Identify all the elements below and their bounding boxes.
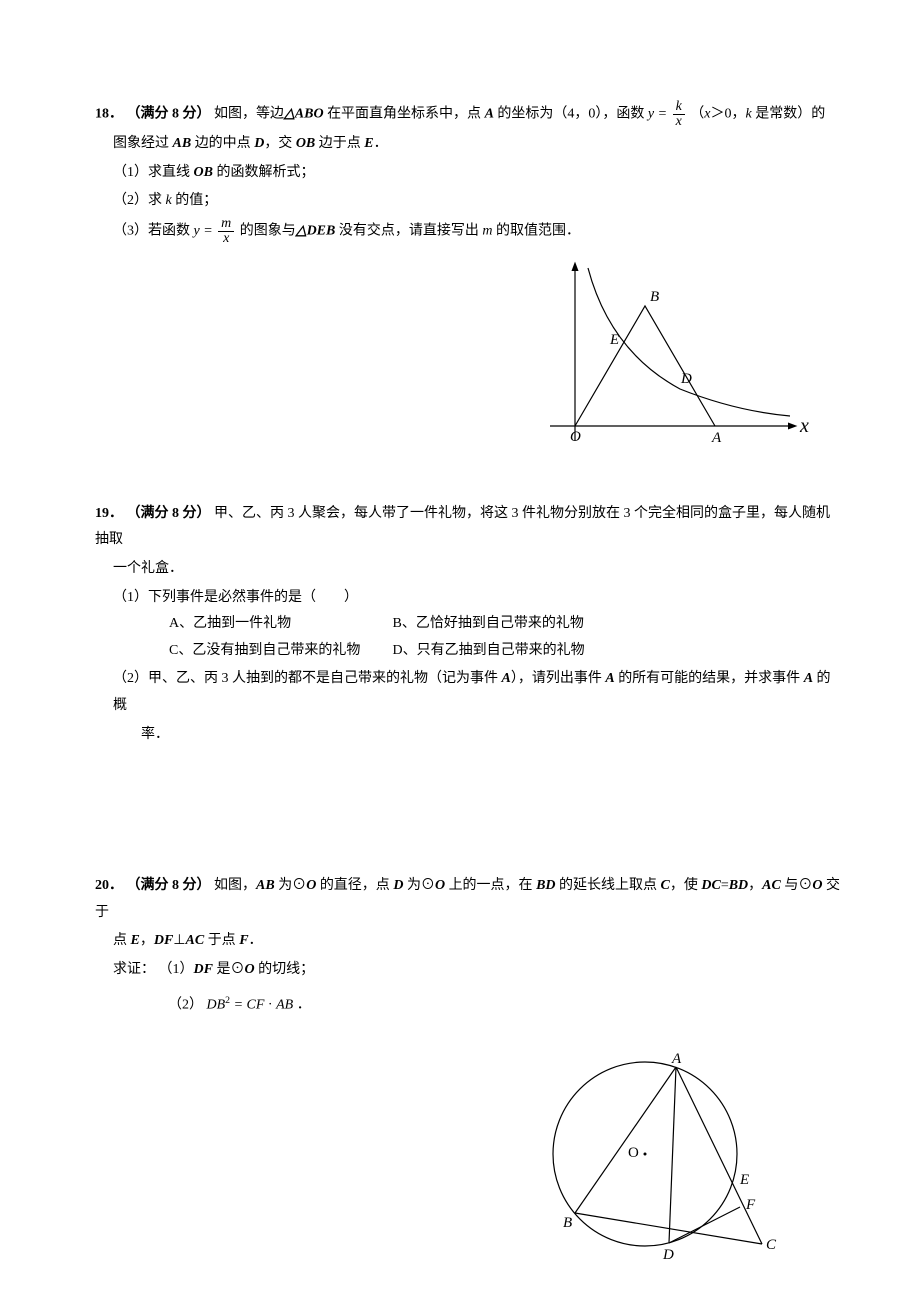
- option-b: B、乙恰好抽到自己带来的礼物: [393, 616, 584, 631]
- line: 一个礼盒．: [113, 556, 840, 583]
- problem-18-stem: 18． （满分 8 分） 如图，等边△ABO 在平面直角坐标系中，点 A 的坐标…: [95, 100, 840, 129]
- svg-text:B: B: [650, 289, 659, 305]
- q2: （2）甲、乙、丙 3 人抽到的都不是自己带来的礼物（记为事件 A），请列出事件 …: [113, 666, 840, 719]
- option-c: C、乙没有抽到自己带来的礼物: [169, 638, 389, 665]
- problem-18: 18． （满分 8 分） 如图，等边△ABO 在平面直角坐标系中，点 A 的坐标…: [95, 100, 840, 456]
- problem-18-body: 图象经过 AB 边的中点 D，交 OB 边于点 E． （1）求直线 OB 的函数…: [95, 131, 840, 246]
- q2: （2）求 k 的值；: [113, 188, 840, 215]
- svg-text:A: A: [671, 1051, 682, 1067]
- problem-number: 19．: [95, 506, 123, 521]
- spacer: [95, 793, 840, 873]
- svg-text:O: O: [570, 429, 581, 445]
- prove-line: 求证： （1）DF 是⊙O 的切线；: [113, 957, 840, 984]
- svg-text:A: A: [711, 430, 722, 446]
- fraction-kx: kx: [673, 100, 685, 129]
- option-row: A、乙抽到一件礼物 B、乙恰好抽到自己带来的礼物: [169, 611, 840, 638]
- text: ＞0，: [711, 107, 746, 122]
- text: （: [690, 107, 704, 122]
- figure-20: A B C D E F O: [95, 1049, 840, 1264]
- q1: （1）求直线 OB 的函数解析式；: [113, 160, 840, 187]
- problem-20-body: 点 E，DF⊥AC 于点 F． 求证： （1）DF 是⊙O 的切线； （2） D…: [95, 928, 840, 1018]
- svg-text:B: B: [563, 1215, 572, 1231]
- svg-text:C: C: [766, 1237, 777, 1253]
- fraction-mx: mx: [218, 217, 234, 246]
- q2-cont: 率．: [113, 722, 840, 749]
- line: 点 E，DF⊥AC 于点 F．: [113, 928, 840, 955]
- svg-text:E: E: [739, 1172, 749, 1188]
- figure-18: O A B E D x: [95, 256, 840, 456]
- text: 是常数）的: [752, 107, 826, 122]
- options: A、乙抽到一件礼物 B、乙恰好抽到自己带来的礼物 C、乙没有抽到自己带来的礼物 …: [113, 611, 840, 664]
- triangle-abo: △ABO: [284, 107, 324, 122]
- score: （满分 8 分）: [127, 506, 211, 521]
- q3: （3）若函数 y = mx 的图象与△DEB 没有交点，请直接写出 m 的取值范…: [113, 217, 840, 246]
- problem-number: 18．: [95, 107, 123, 122]
- problem-19-stem: 19． （满分 8 分） 甲、乙、丙 3 人聚会，每人带了一件礼物，将这 3 件…: [95, 501, 840, 554]
- problem-19-body: 一个礼盒． （1）下列事件是必然事件的是（ ） A、乙抽到一件礼物 B、乙恰好抽…: [95, 556, 840, 748]
- svg-text:E: E: [609, 332, 619, 348]
- problem-19: 19． （满分 8 分） 甲、乙、丙 3 人聚会，每人带了一件礼物，将这 3 件…: [95, 501, 840, 748]
- point-a: A: [485, 107, 494, 122]
- svg-text:D: D: [680, 371, 692, 387]
- problem-20: 20． （满分 8 分） 如图，AB 为⊙O 的直径，点 D 为⊙O 上的一点，…: [95, 873, 840, 1264]
- svg-text:x: x: [799, 415, 809, 437]
- svg-text:F: F: [745, 1197, 756, 1213]
- score: （满分 8 分）: [127, 878, 211, 893]
- q1: （1）下列事件是必然事件的是（ ）: [113, 585, 840, 612]
- option-d: D、只有乙抽到自己带来的礼物: [393, 643, 585, 658]
- circle-diagram-icon: A B C D E F O: [530, 1049, 800, 1264]
- svg-text:O: O: [628, 1145, 639, 1161]
- coordinate-chart-icon: O A B E D x: [520, 256, 820, 456]
- y-eq: y =: [648, 107, 667, 122]
- text: 的坐标为（4，0），函数: [494, 107, 648, 122]
- text: 在平面直角坐标系中，点: [324, 107, 485, 122]
- svg-text:D: D: [662, 1247, 674, 1263]
- problem-20-stem: 20． （满分 8 分） 如图，AB 为⊙O 的直径，点 D 为⊙O 上的一点，…: [95, 873, 840, 926]
- text: 如图，等边: [214, 107, 284, 122]
- option-a: A、乙抽到一件礼物: [169, 611, 389, 638]
- q2: （2） DB2 = CF · AB ．: [113, 992, 840, 1019]
- problem-number: 20．: [95, 878, 123, 893]
- line: 图象经过 AB 边的中点 D，交 OB 边于点 E．: [113, 131, 840, 158]
- option-row: C、乙没有抽到自己带来的礼物 D、只有乙抽到自己带来的礼物: [169, 638, 840, 665]
- score: （满分 8 分）: [127, 107, 211, 122]
